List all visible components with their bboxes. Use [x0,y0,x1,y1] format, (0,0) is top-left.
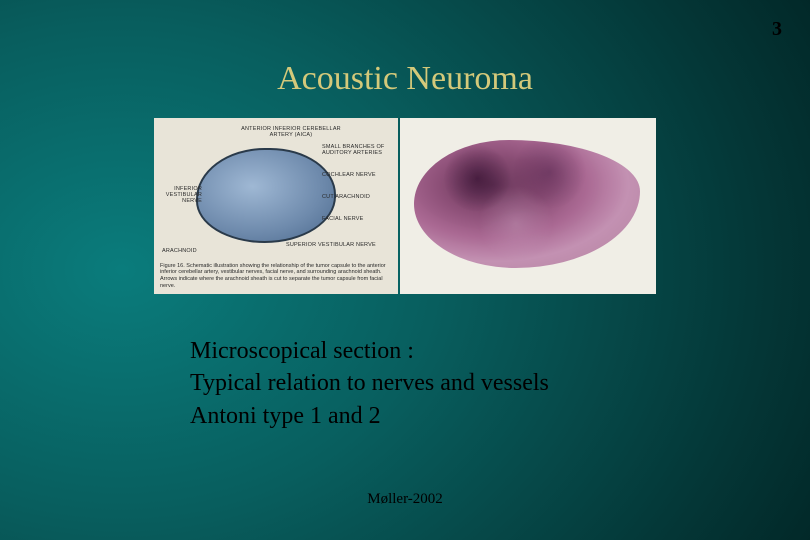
diagram-label: COCHLEAR NERVE [322,172,392,178]
diagram-label: CUT ARACHNOID [322,194,392,200]
image-frame-left: ANTERIOR INFERIOR CEREBELLAR ARTERY (AIC… [154,118,398,294]
diagram-area: ANTERIOR INFERIOR CEREBELLAR ARTERY (AIC… [166,130,386,254]
slide-footer: Møller-2002 [0,491,810,508]
diagram-label: ANTERIOR INFERIOR CEREBELLAR ARTERY (AIC… [236,126,346,138]
schematic-diagram: ANTERIOR INFERIOR CEREBELLAR ARTERY (AIC… [154,118,398,294]
body-text: Microscopical section : Typical relation… [190,335,549,432]
diagram-label: SMALL BRANCHES OF AUDITORY ARTERIES [322,144,392,156]
slide-number: 3 [772,18,782,41]
body-line-2: Typical relation to nerves and vessels [190,367,549,399]
image-row: ANTERIOR INFERIOR CEREBELLAR ARTERY (AIC… [154,118,656,294]
slide-title: Acoustic Neuroma [0,60,810,98]
body-line-1: Microscopical section : [190,335,549,367]
tumor-blob [196,148,336,243]
diagram-label: INFERIOR VESTIBULAR NERVE [158,186,202,204]
diagram-label: FACIAL NERVE [322,216,392,222]
diagram-caption: Figure 16. Schematic illustration showin… [160,263,392,291]
histology-micrograph [400,118,656,294]
tissue-shape [414,140,640,268]
body-line-3: Antoni type 1 and 2 [190,400,549,432]
diagram-label: SUPERIOR VESTIBULAR NERVE [286,242,376,248]
diagram-label: ARACHNOID [162,248,212,254]
image-frame-right [400,118,656,294]
